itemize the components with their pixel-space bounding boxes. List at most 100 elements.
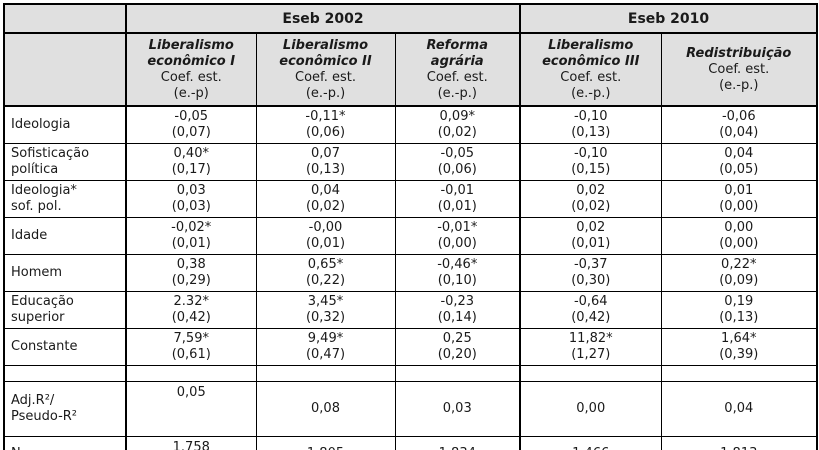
coef-cell: -0,23 (0,14) [394,291,522,329]
coef-se: (0,09) [719,273,759,288]
coef-se: (0,17) [171,162,211,177]
coef-se: (0,22) [305,273,346,288]
coef-value: -0,05 [174,109,209,124]
coef-cell: -0,46* (0,10) [394,254,522,292]
coef-se: (0,07) [171,125,211,140]
coef-cell: -0,10 (0,15) [519,143,662,181]
coef-value: 0,04 [724,146,754,161]
stat-value: 1.834 [399,446,517,450]
coef-value: -0,10 [573,109,608,124]
coef-cell: 0,02 (0,02) [519,180,662,218]
coef-cell: -0,06 (0,04) [660,105,818,144]
coef-value: 0,01 [724,183,754,198]
coef-se: (0,14) [437,310,477,325]
coef-value: -0,05 [440,146,475,161]
coef-value: -0,06 [721,109,756,124]
stat-value: 1.813 [665,446,814,450]
coef-value: 7,59* [173,331,209,346]
coef-cell: 0,02 (0,01) [519,217,662,255]
coef-value: -0,23 [440,294,475,309]
coef-cell: 0,07 (0,13) [255,143,396,181]
column-title: Liberalismo [282,37,369,53]
stat-value: 1.758 [172,440,210,450]
coef-cell: 0,09* (0,02) [394,105,522,144]
coef-value: 0,65* [307,257,344,272]
coef-value: 0,40* [173,146,209,161]
coef-cell: 1,64* (0,39) [660,328,818,366]
coef-value: 0,04 [311,183,340,198]
coef-value: 3,45* [307,294,344,309]
row-label-adj-r2: Adj.R²/ Pseudo-R² [3,381,127,437]
regression-results-table: Eseb 2002 Eseb 2010 Liberalismo econômic… [3,3,819,450]
coef-se: (0,04) [719,125,759,140]
coef-value: -0,01 [440,183,475,198]
stat-cell: 0,08 [255,381,396,437]
coef-value: -0,11* [305,109,346,124]
column-title: Liberalismo [548,37,634,53]
coef-cell: 0,40* (0,17) [125,143,257,181]
coef-value: 0,25 [442,331,472,346]
table-row-ideologia-sof-pol: Ideologia* sof. pol. 0,03 (0,03) 0,04 (0,0… [3,180,818,218]
row-label-idade: Idade [3,217,127,255]
coef-cell: -0,64 (0,42) [519,291,662,329]
stat-cell: 0,05 [125,381,257,437]
coef-cell: 9,49* (0,47) [255,328,396,366]
coef-value: 0,38 [176,257,206,272]
corner-cell-top [3,3,127,34]
spacer-cell [519,365,662,382]
spacer-cell [660,365,818,382]
column-subtitle: (e.-p.) [719,77,759,93]
coef-se: (0,02) [437,125,477,140]
column-title: econômico III [542,53,640,69]
stat-value: 0,00 [576,401,606,416]
stat-cell: 1.834 [394,436,522,450]
coef-se: (0,13) [305,162,346,177]
spacer-cell [3,365,127,382]
coef-se: (0,10) [437,273,477,288]
coef-cell: -0,05 (0,06) [394,143,522,181]
coef-se: (0,02) [305,199,346,214]
stat-cell: 0,00 [519,381,662,437]
column-subtitle: Coef. est. [560,69,622,85]
stat-value: 0,08 [311,401,340,416]
group-header-eseb-2002: Eseb 2002 [125,3,522,34]
coef-value: 0,09* [439,109,475,124]
table-row-adj-r2: Adj.R²/ Pseudo-R² 0,05 0,08 0,03 0,00 0,… [3,381,818,437]
coef-se: (0,20) [437,347,477,362]
column-header-liberalismo-economico-i: Liberalismo econômico I Coef. est. (e.-p… [125,32,257,107]
coef-se: (0,01) [305,236,346,251]
coef-cell: 11,82* (1,27) [519,328,662,366]
stat-cell: 1.466 [519,436,662,450]
coef-value: -0,01* [437,220,478,235]
column-header-row: Liberalismo econômico I Coef. est. (e.-p… [3,32,818,107]
column-subtitle: Coef. est. [708,61,770,77]
stat-value: 0,04 [724,401,754,416]
table-row-educacao-superior: Educação superior 2.32* (0,42) 3,45* (0,32… [3,291,818,329]
coef-se: (1,27) [571,347,611,362]
column-title: econômico II [279,53,372,69]
column-title: Liberalismo [148,37,234,53]
coef-cell: -0,11* (0,06) [255,105,396,144]
coef-se: (0,06) [437,162,477,177]
row-label-ideologia: Ideologia [3,105,127,144]
row-label-educacao-superior: Educação superior [3,291,127,329]
coef-se: (0,00) [719,199,759,214]
coef-se: (0,02) [571,199,611,214]
coef-se: (0,01) [437,199,477,214]
coef-se: (0,29) [171,273,211,288]
coef-se: (0,03) [171,199,211,214]
coef-cell: 0,19 (0,13) [660,291,818,329]
coef-cell: 0,25 (0,20) [394,328,522,366]
table-row-n: N 1.758 1.805 1.834 1.466 1.813 [3,436,818,450]
stat-value: 1.805 [260,446,392,450]
corner-cell-sub [3,32,127,107]
column-title: Redistribuição [686,45,792,61]
column-title: econômico I [147,53,236,69]
coef-cell: -0,01* (0,00) [394,217,522,255]
spacer-cell [255,365,396,382]
column-header-reforma-agraria: Reforma agrária Coef. est. (e.-p.) [394,32,522,107]
coef-cell: 2.32* (0,42) [125,291,257,329]
coef-se: (0,01) [571,236,611,251]
coef-se: (0,39) [719,347,759,362]
